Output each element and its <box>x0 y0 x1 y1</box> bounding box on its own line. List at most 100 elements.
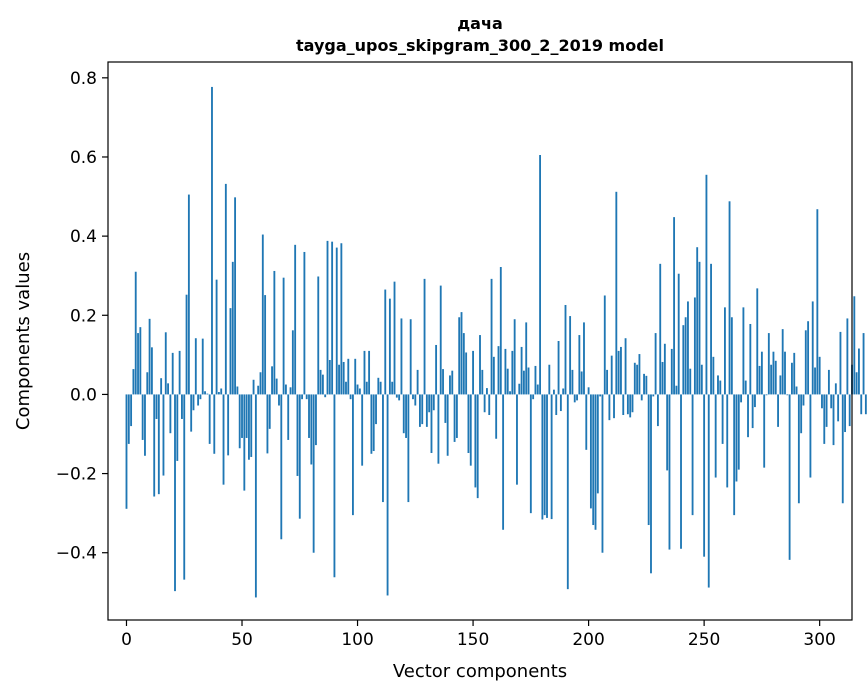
bar <box>853 296 856 395</box>
bar <box>606 369 609 395</box>
bar <box>603 295 606 395</box>
bar <box>391 381 394 395</box>
bar <box>199 394 202 400</box>
bar <box>802 394 805 406</box>
bar <box>488 394 491 416</box>
bar <box>462 333 465 395</box>
y-tick-label: −0.2 <box>56 465 97 485</box>
bar <box>439 285 442 395</box>
bar <box>476 394 479 499</box>
bar <box>414 394 417 406</box>
bar <box>520 346 523 395</box>
bar <box>573 394 576 403</box>
bar <box>724 307 726 395</box>
bar <box>580 371 583 395</box>
bar <box>862 333 865 395</box>
bar <box>663 343 666 395</box>
bar <box>287 394 290 440</box>
x-tick-label: 300 <box>803 630 835 650</box>
bar <box>393 281 396 395</box>
bar <box>444 394 447 423</box>
bar <box>157 394 160 495</box>
bar <box>807 321 810 395</box>
bar <box>631 394 634 413</box>
bar <box>248 394 250 460</box>
bar <box>294 244 297 395</box>
bar <box>261 234 264 395</box>
bar <box>548 364 551 395</box>
bar <box>324 394 327 398</box>
bar <box>347 358 350 395</box>
bar <box>562 388 565 395</box>
bar <box>257 385 260 395</box>
bar <box>774 360 777 395</box>
bar <box>804 330 807 395</box>
bar <box>137 333 139 395</box>
bar <box>499 267 502 395</box>
x-tick-label: 0 <box>121 630 132 650</box>
bar <box>368 350 371 395</box>
bar <box>490 278 493 395</box>
bar <box>668 394 671 550</box>
bar <box>319 369 322 395</box>
bar <box>467 394 470 453</box>
bar <box>139 327 142 395</box>
bar <box>342 361 345 395</box>
bar <box>234 197 237 395</box>
bar <box>384 289 387 395</box>
bar <box>222 394 225 485</box>
bar <box>217 392 220 395</box>
bar <box>395 394 398 398</box>
bar <box>636 364 639 395</box>
bar <box>703 394 706 557</box>
bar <box>194 338 197 395</box>
bar <box>407 394 410 503</box>
bar <box>673 217 676 395</box>
bar <box>740 394 743 403</box>
bar <box>266 394 269 454</box>
bar <box>633 362 636 395</box>
bar <box>721 394 724 444</box>
bar <box>150 347 153 395</box>
bar <box>451 370 454 395</box>
bar-series <box>125 86 867 598</box>
bar <box>412 394 414 400</box>
chart-title: дача <box>457 14 503 33</box>
bar <box>583 322 585 395</box>
bar <box>144 394 146 456</box>
bar <box>275 378 278 395</box>
bar <box>504 348 507 395</box>
bar <box>841 394 844 504</box>
x-tick-label: 150 <box>457 630 489 650</box>
x-tick-label: 50 <box>231 630 253 650</box>
bar <box>183 394 186 580</box>
bar <box>652 394 655 397</box>
bar <box>317 276 320 395</box>
bar <box>818 356 821 395</box>
bar <box>767 333 770 395</box>
bar <box>516 394 518 485</box>
bar <box>379 381 382 395</box>
bar <box>125 394 128 509</box>
bar <box>647 394 650 526</box>
bar <box>610 355 613 395</box>
bar <box>338 364 340 395</box>
bar <box>509 391 511 395</box>
bar <box>231 261 234 395</box>
bar <box>689 368 692 395</box>
bar <box>781 329 784 395</box>
bar <box>388 298 391 395</box>
bar <box>534 365 537 395</box>
bar <box>130 394 133 427</box>
bar <box>749 323 752 395</box>
bar <box>377 377 380 395</box>
bar <box>361 394 364 466</box>
bar <box>331 241 334 395</box>
bar <box>553 389 555 395</box>
bar <box>680 394 682 549</box>
bar <box>449 375 451 395</box>
bar <box>442 369 444 395</box>
bar <box>784 351 786 395</box>
bar <box>511 350 514 395</box>
